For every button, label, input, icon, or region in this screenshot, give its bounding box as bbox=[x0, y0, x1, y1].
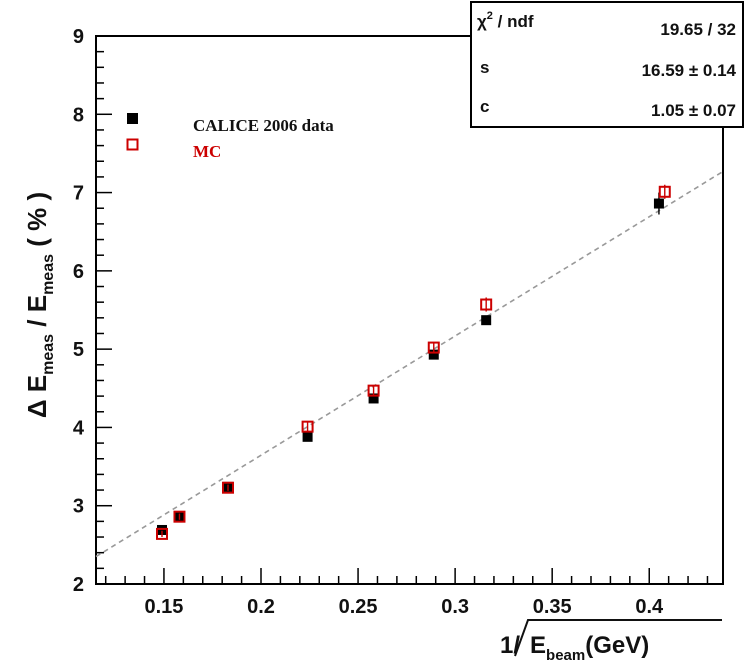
mc-point bbox=[222, 481, 234, 494]
y-axis-title-text: Δ Emeas / Emeas ( % ) bbox=[22, 192, 57, 418]
data-point bbox=[428, 349, 439, 360]
stat-label-chi2-main: χ bbox=[477, 12, 487, 31]
x-axis-title-text: 1/Ebeam(GeV) bbox=[500, 632, 649, 664]
stat-value-chi2: 19.65 / 32 bbox=[660, 20, 736, 39]
y-tick-label: 5 bbox=[73, 339, 84, 361]
y-tick-label: 7 bbox=[73, 183, 84, 205]
mc-point bbox=[173, 510, 186, 523]
x-tick-label: 0.2 bbox=[247, 596, 275, 618]
stat-label-c: c bbox=[480, 97, 489, 116]
x-tick-label: 0.25 bbox=[339, 596, 378, 618]
mc-point bbox=[427, 341, 440, 354]
fit-line bbox=[95, 170, 724, 558]
stats-box-frame bbox=[470, 1, 744, 128]
mc-point bbox=[156, 527, 168, 540]
x-tick-label: 0.4 bbox=[635, 596, 664, 618]
axis-ticks bbox=[96, 35, 709, 585]
legend-marker-data bbox=[127, 113, 138, 124]
x-tick-label: 0.35 bbox=[533, 596, 572, 618]
y-tick-label: 3 bbox=[73, 496, 84, 518]
x-axis-title-unit: (GeV) bbox=[585, 632, 649, 659]
data-points bbox=[156, 184, 671, 540]
data-point bbox=[157, 524, 167, 535]
x-tick-label: 0.3 bbox=[441, 596, 469, 618]
y-tick-label: 9 bbox=[73, 26, 84, 48]
y-tick-label: 2 bbox=[73, 574, 84, 596]
y-axis-title-unit: ( % ) bbox=[22, 192, 52, 254]
x-axis-title: 1/Ebeam(GeV) bbox=[500, 619, 722, 664]
data-point bbox=[481, 315, 492, 326]
y-tick-label: 4 bbox=[73, 417, 85, 439]
stat-label-s: s bbox=[480, 58, 489, 77]
stat-label-chi2: χ2 / ndf bbox=[477, 10, 534, 31]
stat-label-chi2-sup: 2 bbox=[487, 10, 493, 22]
x-axis-title-sub: beam bbox=[546, 647, 585, 664]
data-point bbox=[302, 431, 313, 442]
legend-marker-mc bbox=[126, 138, 139, 151]
y-axis-title-sub1: meas bbox=[40, 334, 57, 375]
stat-value-c: 1.05 ± 0.07 bbox=[651, 101, 736, 120]
y-tick-label: 6 bbox=[73, 261, 84, 283]
stat-label-chi2-rest: / ndf bbox=[493, 12, 534, 31]
sqrt-symbol bbox=[514, 619, 722, 657]
stats-box: χ2 / ndf 19.65 / 32 s 16.59 ± 0.14 c 1.0… bbox=[470, 1, 744, 128]
x-axis-title-main: E bbox=[530, 632, 546, 659]
y-tick-label: 8 bbox=[73, 104, 84, 126]
legend-label-data: CALICE 2006 data bbox=[193, 116, 334, 135]
y-axis-title-mid: / E bbox=[22, 295, 52, 334]
data-point bbox=[368, 393, 379, 404]
y-axis-title: Δ Emeas / Emeas ( % ) bbox=[22, 192, 57, 418]
mc-point bbox=[367, 384, 380, 397]
x-tick-label: 0.15 bbox=[144, 596, 183, 618]
y-axis-title-prefix: Δ E bbox=[22, 375, 52, 418]
mc-point bbox=[658, 185, 671, 198]
mc-point bbox=[480, 298, 493, 311]
stat-value-s: 16.59 ± 0.14 bbox=[642, 61, 737, 80]
data-point bbox=[653, 198, 664, 209]
legend-label-mc: MC bbox=[193, 142, 221, 161]
y-axis-title-sub2: meas bbox=[40, 254, 57, 295]
plot-frame bbox=[95, 35, 724, 585]
tick-labels: 0.15 0.2 0.25 0.3 0.35 0.4 2 3 4 5 6 7 8 9 bbox=[73, 26, 664, 618]
mc-point bbox=[301, 420, 314, 433]
legend: CALICE 2006 data MC bbox=[126, 113, 334, 161]
x-axis-title-prefix: 1/ bbox=[500, 632, 520, 659]
